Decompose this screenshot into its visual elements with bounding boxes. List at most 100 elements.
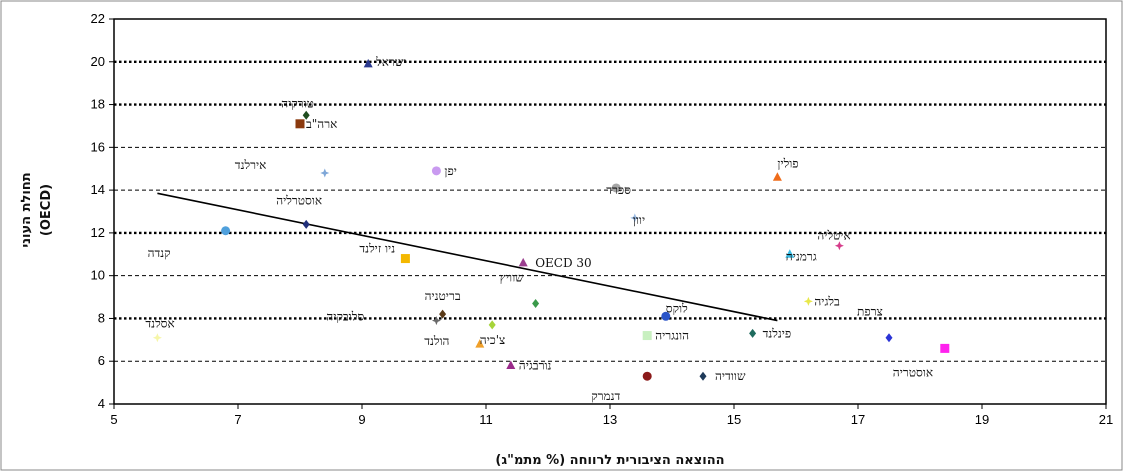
point-label: פולין xyxy=(777,156,798,170)
point-label: יוון xyxy=(633,213,645,227)
point-marker xyxy=(295,119,305,129)
point-label: יפן xyxy=(444,164,457,178)
x-tick-label: 11 xyxy=(479,412,493,427)
point-label: צרפת xyxy=(857,305,883,319)
point-label: הונגריה xyxy=(655,329,689,343)
y-tick-label: 8 xyxy=(98,310,105,325)
y-tick-label: 22 xyxy=(91,11,105,26)
x-tick-label: 21 xyxy=(1099,412,1113,427)
point-marker xyxy=(785,249,795,258)
x-axis-label: ההוצאה הציבורית לרווחה (% מתמ"ג) xyxy=(495,453,724,468)
data-point: בלגיה xyxy=(803,294,840,308)
point-label: OECD 30 xyxy=(535,256,591,270)
point-marker xyxy=(699,371,707,381)
point-label: ארה"ב xyxy=(306,117,337,131)
data-point: טורקיה xyxy=(281,96,314,120)
data-point: לוקס xyxy=(661,301,688,321)
x-tick-label: 19 xyxy=(975,412,989,427)
point-label: אוסטריה xyxy=(893,365,933,379)
point-label: פינלנד xyxy=(763,326,792,340)
point-marker xyxy=(221,226,231,236)
data-point: אוסטרליה xyxy=(276,193,322,229)
data-point: פולין xyxy=(772,156,799,181)
data-point: אוסטריה xyxy=(893,343,950,379)
point-label: שוודיה xyxy=(715,369,746,383)
point-label: איטליה xyxy=(817,229,850,243)
y-axis-title: תחולת העוני (OECD) xyxy=(19,172,54,247)
data-point: פינלנד xyxy=(749,326,791,340)
data-point: איטליה xyxy=(817,229,851,251)
y-tick-label: 12 xyxy=(91,225,105,240)
y-axis-label: תחולת העוני xyxy=(19,172,34,247)
point-label: ספרד xyxy=(606,183,631,197)
point-marker xyxy=(363,58,373,68)
data-point: הולנד xyxy=(424,320,496,348)
point-label: ניו זילנד xyxy=(359,242,395,256)
y-tick-label: 10 xyxy=(91,268,105,283)
data-point: אסלנד xyxy=(145,317,175,343)
data-point: ספרד xyxy=(606,183,631,197)
data-point: הונגריה xyxy=(642,329,689,343)
point-marker xyxy=(506,360,516,369)
point-label: צ'כיה xyxy=(480,333,506,347)
x-axis-ticks: 5 7 9 11 13 15 17 19 21 xyxy=(110,404,1113,427)
point-label: טורקיה xyxy=(281,96,314,110)
point-label: נורבגיה xyxy=(519,359,552,373)
point-label: הולנד xyxy=(424,334,449,348)
data-point: גרמניה xyxy=(785,249,817,263)
point-marker xyxy=(834,241,844,251)
data-point: שוויץ xyxy=(500,270,540,308)
point-marker xyxy=(431,316,441,326)
data-point: ישראל xyxy=(363,55,407,69)
point-marker xyxy=(630,213,640,223)
data-point: דנמרק xyxy=(591,371,652,403)
point-marker xyxy=(749,328,757,338)
y-tick-label: 20 xyxy=(91,54,105,69)
point-label: בריטניה xyxy=(425,289,461,303)
point-marker xyxy=(803,296,813,306)
point-label: סלובקיה xyxy=(326,310,364,324)
point-marker xyxy=(940,343,950,353)
point-label: אוסטרליה xyxy=(276,193,322,207)
point-label: דנמרק xyxy=(591,389,620,403)
data-point: קנדה xyxy=(148,226,231,260)
x-tick-label: 17 xyxy=(851,412,865,427)
data-point: OECD 30 xyxy=(518,256,592,270)
point-label: לוקס xyxy=(666,301,688,315)
point-marker xyxy=(532,298,540,308)
point-label: גרמניה xyxy=(786,249,817,263)
data-point: צ'כיה xyxy=(475,333,505,348)
y-tick-label: 16 xyxy=(91,139,105,154)
y-axis-label-sub: (OECD) xyxy=(39,184,54,236)
point-marker xyxy=(475,339,485,348)
data-point: אירלנד xyxy=(235,158,330,178)
y-axis-ticks: 4 6 8 10 12 14 16 18 20 22 xyxy=(91,11,114,411)
data-point: בריטניה xyxy=(425,289,461,319)
x-tick-label: 9 xyxy=(358,412,365,427)
data-point: צרפת xyxy=(857,305,893,343)
point-label: אירלנד xyxy=(235,158,267,172)
x-tick-label: 15 xyxy=(727,412,741,427)
point-marker xyxy=(152,333,162,343)
point-marker xyxy=(518,257,528,267)
data-point: ארה"ב xyxy=(295,117,337,131)
point-marker xyxy=(302,110,310,120)
point-marker xyxy=(400,254,410,264)
point-marker xyxy=(772,172,782,181)
y-tick-label: 18 xyxy=(91,97,105,112)
point-marker xyxy=(320,168,330,178)
point-marker xyxy=(439,309,447,319)
data-point: נורבגיה xyxy=(506,359,552,373)
point-marker xyxy=(488,320,496,330)
trend-line xyxy=(157,192,778,322)
point-marker xyxy=(885,333,893,343)
data-point: יפן xyxy=(431,164,457,178)
point-label: אסלנד xyxy=(145,317,174,331)
data-points: ישראל טורקיה ארה"ב אירלנד יפן ספרד פולין יוון או… xyxy=(145,55,950,403)
point-marker xyxy=(661,311,671,321)
point-marker xyxy=(642,331,652,341)
point-marker xyxy=(642,371,652,381)
y-tick-label: 4 xyxy=(98,396,105,411)
point-marker xyxy=(611,183,621,193)
data-point: שוודיה xyxy=(699,369,746,383)
